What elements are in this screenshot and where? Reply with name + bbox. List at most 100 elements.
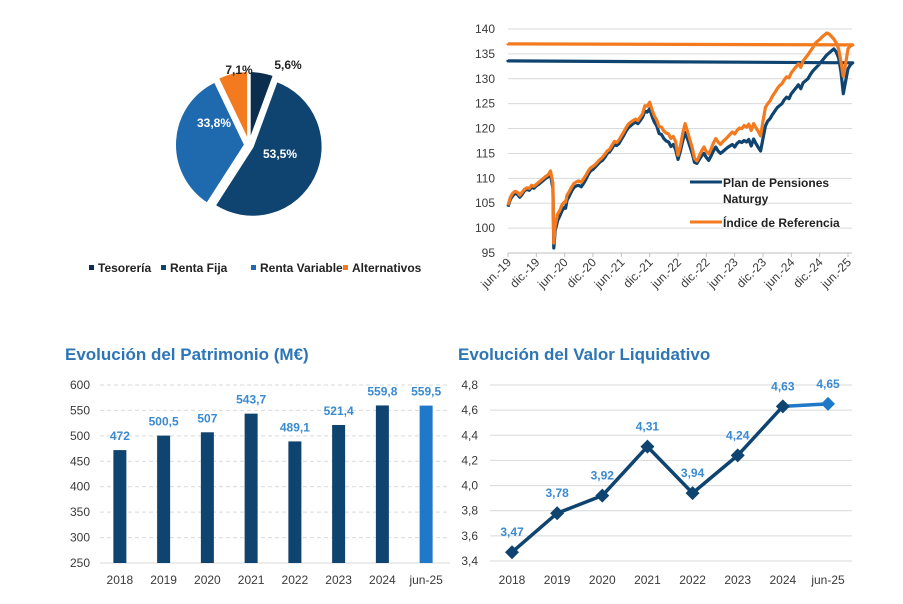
y-tick-label: 105 — [475, 196, 495, 210]
y-tick-label: 600 — [70, 378, 90, 392]
legend-label: Renta Fija — [170, 261, 228, 275]
x-tick-label: 2020 — [194, 573, 221, 587]
chart-title: Evolución del Patrimonio (M€) — [65, 345, 309, 364]
y-tick-label: 4,6 — [461, 403, 478, 417]
y-tick-label: 135 — [475, 47, 495, 61]
y-tick-label: 350 — [70, 505, 90, 519]
valor-liquidativo-line-chart: Evolución del Valor Liquidativo 3,4 3,6 3,8… — [458, 345, 852, 587]
point-data-label: 4,24 — [726, 428, 750, 442]
patrimonio-bar-chart: Evolución del Patrimonio (M€) 250 300 350 40… — [65, 345, 450, 587]
bar-data-label: 507 — [197, 411, 217, 425]
data-point-marker — [821, 396, 835, 411]
bar — [332, 424, 346, 563]
y-tick-label: 110 — [476, 171, 495, 185]
pie-chart: 5,6% 53,5% 33,8% 7,1% Tesorería Renta Fija Ren… — [89, 58, 422, 275]
y-tick-label: 4,4 — [461, 428, 478, 442]
pie-slice-alternativos — [216, 70, 250, 142]
bar — [419, 405, 433, 563]
x-tick-label: 2023 — [325, 573, 352, 587]
y-tick-label: 100 — [475, 221, 495, 235]
x-tick-label: 2021 — [634, 573, 661, 587]
series-line-indice-de-referencia — [506, 31, 855, 245]
y-tick-label: 3,8 — [461, 504, 478, 518]
legend-label: Renta Variable — [260, 261, 343, 275]
x-tick-label: 2018 — [499, 573, 526, 587]
point-data-label: 4,65 — [816, 377, 840, 391]
y-tick-label: 120 — [475, 122, 495, 136]
chart-title: Evolución del Valor Liquidativo — [458, 345, 710, 364]
point-data-label: 3,94 — [681, 466, 705, 480]
y-tick-label: 400 — [70, 480, 90, 494]
pie-slice-tesoreria — [248, 70, 276, 142]
x-tick-label: dic.-20 — [564, 255, 600, 291]
data-point-marker — [595, 488, 610, 503]
legend-marker — [251, 265, 256, 270]
y-tick-label: 95 — [482, 246, 496, 260]
pie-data-label: 33,8% — [197, 116, 231, 130]
x-tick-label: 2020 — [589, 573, 616, 587]
pie-slice-renta-variable — [174, 80, 247, 205]
y-tick-label: 4,2 — [461, 453, 478, 467]
legend-marker — [161, 265, 166, 270]
pie-legend: Tesorería Renta Fija Renta Variable Alterna… — [89, 261, 422, 275]
y-tick-label: 4,8 — [461, 378, 478, 392]
x-tick-label: dic.-22 — [677, 255, 713, 291]
legend-label: Índice de Referencia — [723, 215, 840, 230]
x-tick-label: dic.-24 — [790, 255, 826, 291]
x-tick-label: jun-25 — [810, 573, 845, 587]
x-tick-label: 2022 — [679, 573, 706, 587]
x-tick-label: jun.-24 — [761, 255, 798, 292]
data-point-marker — [505, 545, 519, 560]
point-data-label: 4,31 — [636, 420, 660, 434]
y-tick-label: 250 — [70, 556, 90, 570]
y-tick-label: 140 — [475, 22, 495, 36]
y-tick-label: 500 — [70, 429, 90, 443]
x-tick-label: 2024 — [369, 573, 396, 587]
x-tick-label: 2023 — [724, 573, 751, 587]
legend-label: Naturgy — [723, 192, 769, 206]
y-tick-label: 3,4 — [461, 554, 478, 568]
point-data-label: 3,47 — [500, 525, 524, 539]
legend-label: Alternativos — [352, 261, 422, 275]
x-tick-label: jun.-22 — [648, 255, 685, 292]
x-tick-label: jun.-21 — [591, 255, 628, 292]
x-tick-label: 2022 — [282, 573, 309, 587]
bar — [288, 441, 302, 563]
bar — [157, 435, 171, 563]
y-tick-label: 450 — [70, 454, 90, 468]
bar — [375, 405, 389, 563]
bar-data-label: 521,4 — [324, 404, 354, 418]
data-point-marker — [730, 448, 745, 463]
x-tick-label: jun-25 — [408, 573, 443, 587]
bar — [244, 413, 258, 563]
y-tick-label: 550 — [70, 403, 90, 417]
y-tick-label: 4,0 — [461, 479, 478, 493]
x-tick-label: dic.-21 — [620, 255, 656, 291]
bar — [200, 432, 214, 563]
y-tick-label: 130 — [475, 72, 495, 86]
x-tick-label: jun.-19 — [478, 255, 515, 292]
x-tick-label: 2018 — [107, 573, 134, 587]
bar-data-label: 489,1 — [280, 420, 310, 434]
series-line-last-segment — [782, 402, 829, 409]
y-tick-label: 125 — [475, 97, 495, 111]
x-tick-label: jun.-25 — [818, 255, 855, 292]
performance-legend: Plan de Pensiones Naturgy Índice de Refere… — [690, 176, 840, 230]
y-tick-label: 3,6 — [461, 529, 478, 543]
pie-data-label: 7,1% — [225, 63, 253, 77]
point-data-label: 3,78 — [545, 486, 569, 500]
data-point-marker — [640, 439, 655, 454]
x-tick-label: dic.-23 — [734, 255, 770, 291]
x-tick-label: 2019 — [150, 573, 177, 587]
bar-data-label: 559,8 — [367, 384, 397, 398]
data-point-marker — [685, 486, 700, 501]
data-point-marker — [550, 506, 565, 521]
y-tick-label: 300 — [70, 531, 90, 545]
performance-line-chart: 95 100 105 110 115 120 125 130 135 140 jun.-19 dic.… — [475, 22, 854, 292]
bar-data-label: 543,7 — [236, 393, 266, 407]
point-data-label: 4,63 — [771, 379, 795, 393]
legend-label: Plan de Pensiones — [723, 176, 829, 190]
y-tick-label: 115 — [476, 146, 495, 160]
data-point-marker — [775, 399, 790, 414]
